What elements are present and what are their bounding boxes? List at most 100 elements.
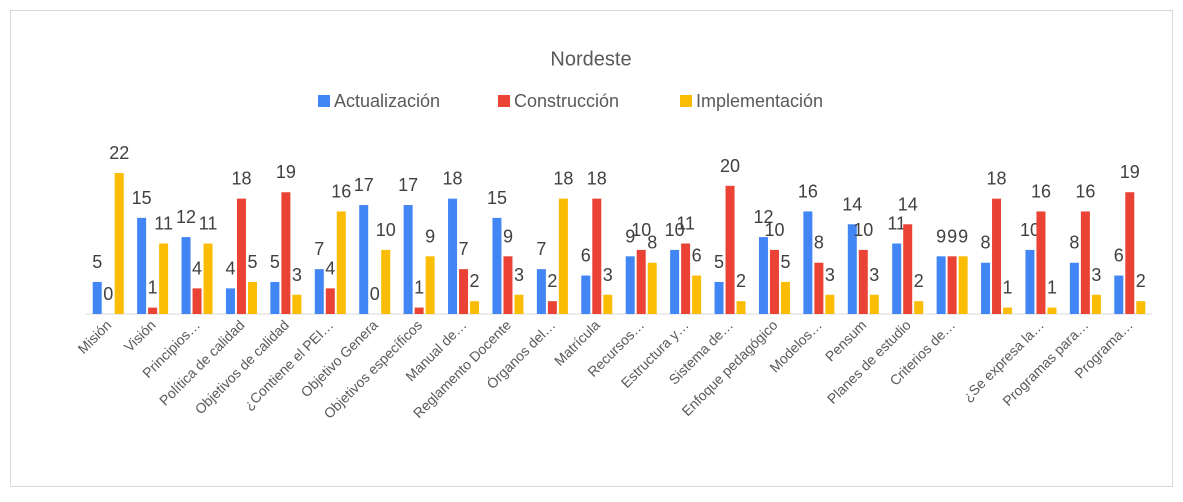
legend-swatch: [318, 95, 330, 107]
data-label: 5: [270, 252, 280, 272]
bar: [981, 262, 991, 314]
data-label: 1: [414, 278, 424, 298]
bar: [1114, 275, 1124, 314]
bar: [758, 237, 768, 314]
legend-swatch: [498, 95, 510, 107]
data-label: 9: [625, 226, 635, 246]
data-label: 3: [825, 265, 835, 285]
bar: [181, 237, 191, 314]
data-label: 16: [1031, 181, 1051, 201]
data-label: 18: [443, 169, 463, 189]
data-label: 3: [514, 265, 524, 285]
bar: [325, 288, 335, 314]
bar: [503, 256, 513, 314]
bar: [769, 249, 779, 314]
data-label: 1: [148, 278, 158, 298]
data-label: 17: [398, 175, 418, 195]
data-label: 8: [981, 233, 991, 253]
bar: [148, 307, 158, 314]
bar: [914, 301, 924, 314]
data-label: 11: [199, 214, 218, 234]
data-label: 16: [798, 181, 818, 201]
bar: [547, 301, 557, 314]
bar: [192, 288, 202, 314]
bar: [492, 217, 502, 314]
data-label: 7: [314, 239, 324, 259]
data-label: 9: [958, 226, 968, 246]
data-label: 15: [487, 188, 507, 208]
data-label: 19: [276, 162, 296, 182]
bar: [947, 256, 957, 314]
bar: [670, 249, 680, 314]
data-label: 9: [947, 226, 957, 246]
data-label: 4: [325, 258, 335, 278]
data-label: 5: [714, 252, 724, 272]
data-label: 12: [176, 207, 196, 227]
bar: [558, 198, 568, 314]
bar: [692, 275, 702, 314]
bar: [1025, 249, 1035, 314]
bar: [1036, 211, 1046, 314]
data-label: 11: [154, 214, 173, 234]
data-label: 3: [603, 265, 613, 285]
data-label: 2: [547, 271, 557, 291]
data-label: 3: [292, 265, 302, 285]
bar: [825, 294, 835, 314]
data-label: 10: [376, 220, 396, 240]
data-label: 18: [553, 169, 573, 189]
data-label: 18: [231, 169, 251, 189]
bar: [892, 243, 902, 314]
bar: [780, 281, 790, 314]
bar: [814, 262, 824, 314]
bar: [714, 281, 724, 314]
bar: [858, 249, 868, 314]
bar: [1047, 307, 1057, 314]
bar: [225, 288, 235, 314]
bar: [803, 211, 813, 314]
data-label: 0: [103, 284, 113, 304]
bar: [381, 249, 391, 314]
bar: [514, 294, 524, 314]
bar: [448, 198, 458, 314]
bar: [459, 269, 469, 314]
bar: [647, 262, 657, 314]
data-label: 4: [225, 258, 235, 278]
bar: [536, 269, 546, 314]
data-label: 10: [764, 220, 784, 240]
data-label: 14: [842, 194, 862, 214]
bar: [292, 294, 302, 314]
data-label: 2: [914, 271, 924, 291]
bar: [869, 294, 879, 314]
data-label: 9: [936, 226, 946, 246]
data-label: 3: [1091, 265, 1101, 285]
bar: [1080, 211, 1090, 314]
bar: [625, 256, 635, 314]
data-label: 1: [1003, 278, 1013, 298]
data-label: 8: [647, 233, 657, 253]
data-label: 2: [470, 271, 480, 291]
bar: [603, 294, 613, 314]
bar: [636, 249, 646, 314]
data-label: 4: [192, 258, 202, 278]
bar: [1091, 294, 1101, 314]
bar: [847, 224, 857, 314]
bar: [281, 192, 291, 314]
bar: [1125, 192, 1135, 314]
bar: [425, 256, 435, 314]
bar: [1003, 307, 1013, 314]
data-label: 12: [753, 207, 773, 227]
data-label: 16: [331, 181, 351, 201]
data-label: 11: [887, 214, 906, 234]
bar: [203, 243, 213, 314]
chart-title: Nordeste: [550, 48, 631, 70]
data-label: 17: [354, 175, 374, 195]
data-label: 14: [898, 194, 918, 214]
bar: [736, 301, 746, 314]
data-label: 3: [869, 265, 879, 285]
data-label: 5: [92, 252, 102, 272]
bar: [314, 269, 324, 314]
data-label: 1: [1047, 278, 1057, 298]
data-label: 9: [503, 226, 513, 246]
bar: [581, 275, 591, 314]
